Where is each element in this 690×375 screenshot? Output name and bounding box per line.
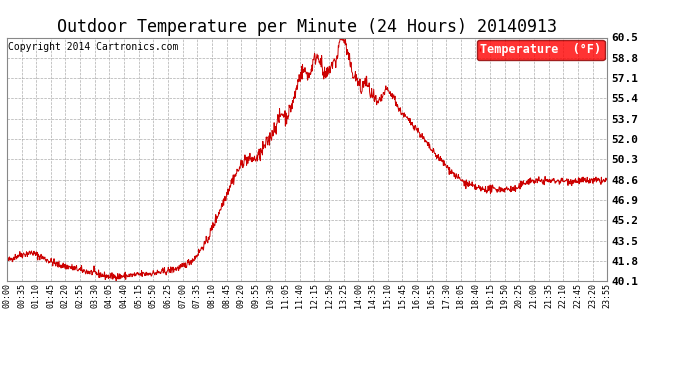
Text: Copyright 2014 Cartronics.com: Copyright 2014 Cartronics.com xyxy=(8,42,179,52)
Title: Outdoor Temperature per Minute (24 Hours) 20140913: Outdoor Temperature per Minute (24 Hours… xyxy=(57,18,557,36)
Legend: Temperature  (°F): Temperature (°F) xyxy=(477,40,605,60)
